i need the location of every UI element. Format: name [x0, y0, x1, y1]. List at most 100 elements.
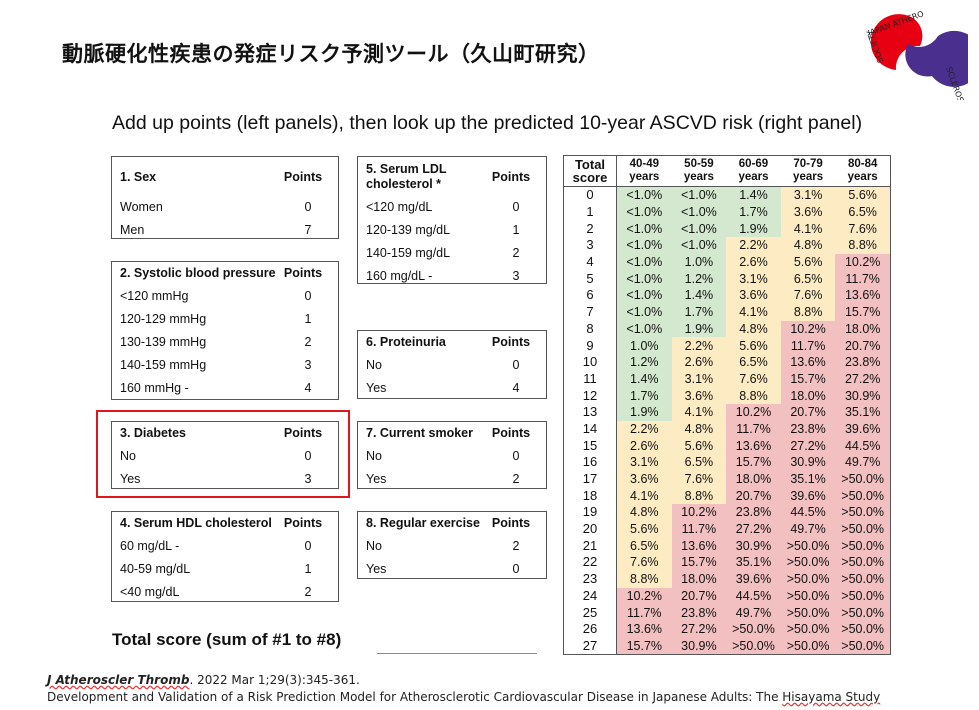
risk-cell: 18.0%: [835, 320, 891, 338]
panel-row: No 0: [120, 444, 328, 467]
risk-cell: 6.5%: [835, 203, 891, 221]
citation: . 2022 Mar 1;29(3):345-361.: [189, 673, 360, 687]
panel-row: 40-59 mg/dL 1: [120, 557, 328, 580]
option-label: 120-129 mmHg: [120, 311, 207, 326]
risk-cell: 1.4%: [671, 287, 727, 304]
points-header: Points: [283, 266, 323, 280]
points-panel: 2. Systolic blood pressure Points <120 mmH…: [111, 261, 339, 400]
risk-cell: 2.6%: [616, 437, 672, 454]
risk-cell: 8.8%: [726, 387, 781, 404]
panel-row: Yes 2: [366, 467, 536, 490]
age-column-header: 80-84 years: [835, 155, 891, 187]
risk-cell: 4.8%: [616, 504, 672, 521]
risk-table: Total score 40-49 years 50-59 years 60-69 years…: [563, 155, 891, 656]
header-line: years: [683, 171, 714, 183]
risk-cell: 8.8%: [780, 303, 836, 321]
risk-cell: >50.0%: [835, 537, 891, 555]
risk-cell: 23.8%: [726, 504, 781, 521]
risk-row: 11 1.4% 3.1% 7.6% 15.7% 27.2%: [563, 370, 891, 388]
option-points: 2: [512, 245, 520, 260]
page-title: 動脈硬化性疾患の発症リスク予測ツール（久山町研究）: [62, 42, 600, 66]
points-header: Points: [491, 335, 531, 349]
risk-row: 26 13.6% 27.2% >50.0% >50.0% >50.0%: [563, 620, 891, 638]
panel-row: 140-159 mmHg 3: [120, 353, 328, 376]
option-label: <120 mg/dL: [366, 199, 433, 214]
risk-row: 12 1.7% 3.6% 8.8% 18.0% 30.9%: [563, 387, 891, 404]
risk-cell: 27.2%: [780, 437, 836, 454]
header-line: 70-79: [793, 158, 823, 170]
option-label: <40 mg/dL: [120, 584, 180, 599]
header-line: 50-59: [684, 158, 714, 170]
risk-cell: >50.0%: [835, 487, 891, 505]
risk-cell: >50.0%: [780, 620, 836, 638]
points-panel: 1. Sex Points Women 0 Men 7: [111, 156, 339, 239]
score-cell: 18: [563, 487, 617, 505]
panel-row: <120 mmHg 0: [120, 284, 328, 307]
risk-cell: <1.0%: [616, 320, 672, 338]
option-label: Yes: [120, 471, 141, 486]
diabetes-highlight-box: [96, 410, 350, 498]
risk-cell: 8.8%: [835, 237, 891, 254]
panel-title: 8. Regular exercise: [366, 516, 480, 530]
risk-cell: 1.0%: [616, 337, 672, 354]
risk-cell: 5.6%: [726, 337, 781, 354]
age-column-header: 70-79 years: [780, 155, 836, 187]
points-header: Points: [491, 516, 531, 530]
score-cell: 8: [563, 320, 617, 338]
risk-cell: 13.6%: [780, 353, 836, 371]
panel-row: Yes 4: [366, 376, 536, 399]
risk-cell: 15.7%: [726, 454, 781, 471]
risk-row: 9 1.0% 2.2% 5.6% 11.7% 20.7%: [563, 337, 891, 354]
option-points: 1: [512, 222, 520, 237]
risk-cell: 3.1%: [726, 270, 781, 288]
option-points: 2: [304, 334, 312, 349]
risk-cell: 1.2%: [671, 270, 727, 288]
risk-cell: 13.6%: [726, 437, 781, 454]
risk-cell: 20.7%: [726, 487, 781, 505]
jas-logo: JAPAN ATHERO SCLEROSIS SOCIETY: [865, 9, 968, 100]
risk-cell: 7.6%: [726, 370, 781, 388]
option-points: 0: [304, 288, 312, 303]
risk-cell: 7.6%: [780, 287, 836, 304]
risk-table-header: Total score 40-49 years 50-59 years 60-69 years…: [563, 155, 891, 187]
panel-title: 6. Proteinuria: [366, 335, 446, 349]
risk-row: 18 4.1% 8.8% 20.7% 39.6% >50.0%: [563, 487, 891, 505]
risk-cell: 1.4%: [726, 186, 781, 204]
panel-row: 140-159 mg/dL 2: [366, 241, 536, 264]
score-cell: 4: [563, 253, 617, 271]
option-label: Women: [120, 199, 163, 214]
risk-cell: 5.6%: [671, 437, 727, 454]
header-line: score: [572, 170, 608, 185]
panel-row: <120 mg/dL 0: [366, 195, 536, 218]
panel-title: 1. Sex: [120, 170, 157, 184]
option-points: 3: [512, 268, 520, 283]
risk-cell: 30.9%: [780, 454, 836, 471]
header-line: 80-84: [847, 158, 878, 170]
option-points: 4: [512, 380, 520, 395]
risk-cell: 11.7%: [616, 604, 672, 621]
total-score-label: Total score (sum of #1 to #8): [112, 630, 342, 649]
risk-cell: >50.0%: [726, 620, 781, 638]
panel-row: No 0: [366, 444, 536, 467]
risk-cell: >50.0%: [780, 554, 836, 571]
score-cell: 23: [563, 570, 617, 588]
total-score-blank-line: [377, 653, 537, 654]
option-points: 0: [304, 448, 312, 463]
score-column-header: Total score: [563, 155, 617, 187]
risk-cell: 4.1%: [780, 220, 836, 238]
risk-cell: 18.0%: [780, 387, 836, 404]
option-points: 0: [304, 538, 312, 553]
risk-cell: 2.6%: [671, 353, 727, 371]
points-header: Points: [283, 170, 323, 184]
age-column-header: 40-49 years: [616, 155, 672, 187]
risk-cell: 10.2%: [671, 504, 727, 521]
score-cell: 25: [563, 604, 617, 621]
score-cell: 2: [563, 220, 617, 238]
option-label: No: [366, 538, 382, 553]
points-panel: 3. Diabetes Points No 0 Yes 3: [111, 421, 339, 489]
score-cell: 6: [563, 287, 617, 304]
panel-row: Yes 3: [120, 467, 328, 490]
risk-cell: 1.9%: [671, 320, 727, 338]
risk-cell: 8.8%: [671, 487, 727, 505]
risk-row: 22 7.6% 15.7% 35.1% >50.0% >50.0%: [563, 554, 891, 571]
